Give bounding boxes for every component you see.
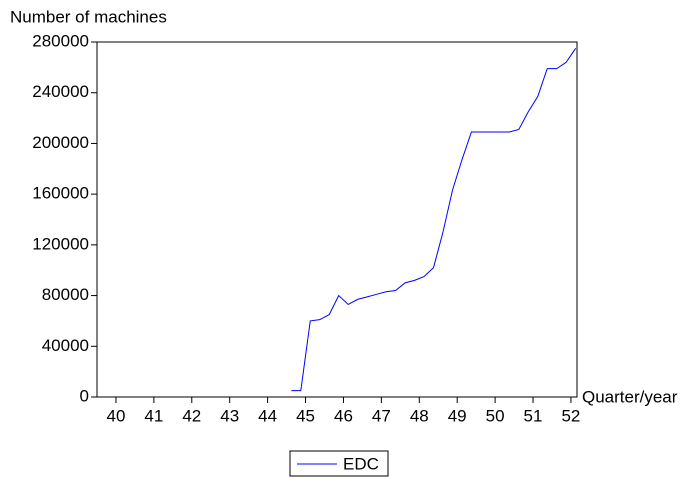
x-tick-label: 49 (448, 406, 467, 425)
y-tick-label: 200000 (32, 133, 89, 152)
legend-label: EDC (343, 454, 379, 473)
y-tick-label: 280000 (32, 31, 89, 50)
x-tick-label: 52 (561, 406, 580, 425)
x-tick-label: 50 (486, 406, 505, 425)
x-tick-label: 46 (334, 406, 353, 425)
data-line (291, 48, 577, 392)
x-tick-label: 41 (144, 406, 163, 425)
y-axis-title: Number of machines (10, 7, 167, 26)
x-tick-label: 47 (372, 406, 391, 425)
plot-frame (96, 41, 578, 398)
x-tick-label: 44 (258, 406, 277, 425)
x-tick-label: 45 (296, 406, 315, 425)
y-tick-label: 40000 (42, 336, 89, 355)
x-tick-label: 43 (220, 406, 239, 425)
x-tick-label: 48 (410, 406, 429, 425)
x-axis-title: Quarter/year (582, 387, 678, 406)
y-tick-label: 240000 (32, 82, 89, 101)
y-tick-label: 0 (80, 386, 89, 405)
y-tick-label: 120000 (32, 234, 89, 253)
y-tick-label: 160000 (32, 184, 89, 203)
x-tick-label: 40 (106, 406, 125, 425)
x-tick-label: 42 (182, 406, 201, 425)
y-tick-label: 80000 (42, 285, 89, 304)
x-tick-label: 51 (524, 406, 543, 425)
